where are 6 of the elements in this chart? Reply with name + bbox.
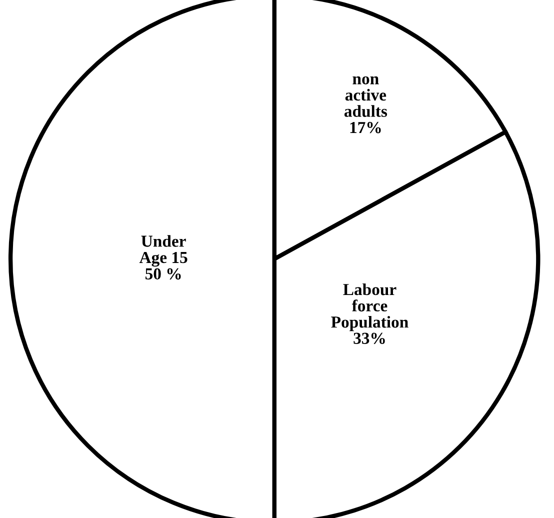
- data-label: 33%: [354, 332, 385, 344]
- slice-label: Labour force Population: [331, 283, 408, 332]
- data-label: 17%: [350, 122, 381, 134]
- slice-label: non active adults: [344, 76, 388, 117]
- slice-label: Under Age 15: [139, 235, 188, 267]
- data-label: 50 %: [145, 268, 181, 280]
